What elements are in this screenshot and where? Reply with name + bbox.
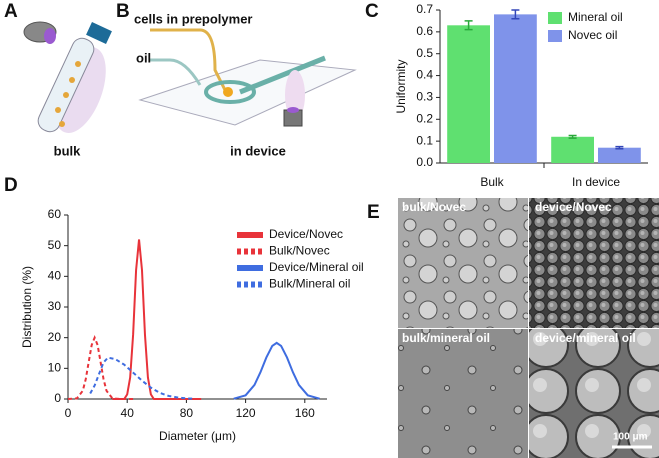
y-tick-label: 50 [48,238,62,252]
bar [494,14,537,163]
panel-label: E [367,202,380,223]
panel-label: D [4,175,18,196]
error-bar [568,134,577,139]
panel-caption: in device [230,143,286,158]
image-label: bulk/mineral oil [402,331,490,345]
x-tick-label: 120 [236,406,256,420]
legend-label: Novec oil [568,28,617,42]
y-tick-label: 0.5 [416,46,433,60]
y-tick-label: 10 [48,361,62,375]
micrograph [398,329,528,458]
error-bar [464,20,473,31]
y-tick-label: 20 [48,330,62,344]
y-tick-label: 30 [48,299,62,313]
legend-label: Mineral oil [568,10,623,24]
legend-label: Device/Novec [269,227,343,241]
x-axis-title: Diameter (μm) [159,429,236,443]
line-series [67,334,135,400]
error-bar [511,9,520,20]
device-illustration [138,28,357,127]
x-tick-label: 40 [121,406,135,420]
micrograph [529,198,659,328]
inlet-label: oil [136,50,151,65]
image-label: device/mineral oil [535,331,636,345]
micrograph-grid [398,198,659,458]
y-tick-label: 0 [54,391,61,405]
image-label: bulk/Novec [402,200,466,214]
x-tick-label: Bulk [480,175,504,189]
bar [447,25,490,163]
panel-label: C [365,1,379,22]
y-tick-label: 0.4 [416,68,433,82]
error-bar [615,145,624,150]
panel-caption: bulk [54,143,81,158]
bar [551,136,594,163]
micrograph [529,329,659,458]
y-tick-label: 60 [48,207,62,221]
bar [598,147,641,163]
legend-label: Device/Mineral oil [269,260,364,274]
line-series [112,239,202,400]
y-tick-label: 0.7 [416,2,433,16]
y-tick-label: 0.0 [416,155,433,169]
y-tick-label: 40 [48,269,62,283]
inlet-label: cells in prepolymer [134,11,253,26]
line-series [89,356,194,400]
image-label: device/Novec [535,200,612,214]
x-tick-label: 80 [180,406,194,420]
panel-label: A [4,1,18,22]
y-axis-title: Distribution (%) [20,266,34,348]
scale-bar-label: 100 μm [613,432,648,443]
y-tick-label: 0.3 [416,90,433,104]
legend-label: Bulk/Novec [269,244,330,258]
y-tick-label: 0.6 [416,24,433,38]
legend-label: Bulk/Mineral oil [269,277,350,291]
tube-illustration [23,21,112,133]
y-axis-title: Uniformity [394,59,408,113]
legend-swatch [548,12,562,24]
line-series [233,341,320,400]
legend-swatch [548,30,562,42]
x-tick-label: 0 [65,406,72,420]
panel-label: B [116,1,130,22]
y-tick-label: 0.2 [416,111,433,125]
x-tick-label: In device [572,175,620,189]
micrograph [398,198,528,328]
y-tick-label: 0.1 [416,133,433,147]
x-tick-label: 160 [295,406,315,420]
